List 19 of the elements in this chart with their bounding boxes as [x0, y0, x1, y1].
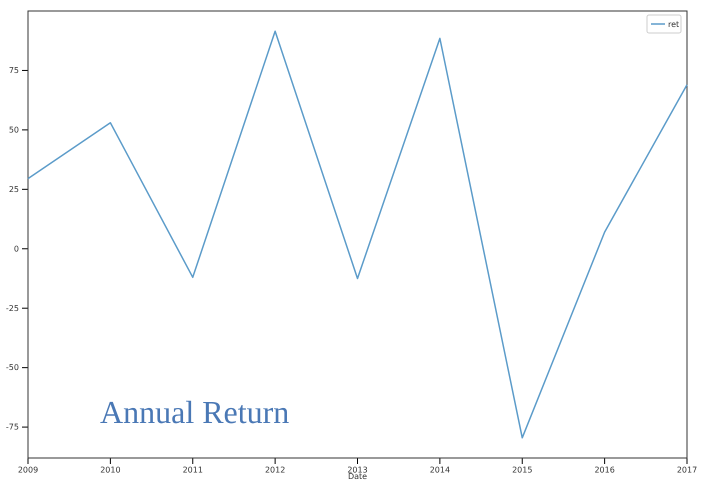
x-tick-label: 2016: [594, 466, 615, 475]
x-tick-label: 2009: [18, 466, 38, 475]
x-axis-title: Date: [348, 472, 368, 481]
y-tick-label: 75: [8, 66, 19, 75]
text: Annual Return: [100, 394, 290, 430]
y-tick-label: 25: [8, 184, 19, 194]
x-tick-label: 2012: [264, 466, 286, 475]
y-tick-label: -75: [6, 422, 19, 432]
legend-label: ret: [668, 20, 680, 29]
x-tick-label: 2010: [100, 466, 121, 475]
x-tick-label: 2011: [182, 466, 203, 475]
x-tick-label: 2017: [676, 466, 698, 475]
x-tick-label: 2015: [512, 466, 532, 475]
line-series: [27, 30, 688, 439]
y-tick-label: -50: [6, 363, 19, 372]
y-tick-label: 50: [8, 125, 19, 134]
y-tick-label: -25: [6, 304, 19, 313]
x-tick-label: 2014: [430, 466, 450, 475]
y-tick-label: 0: [14, 244, 19, 254]
